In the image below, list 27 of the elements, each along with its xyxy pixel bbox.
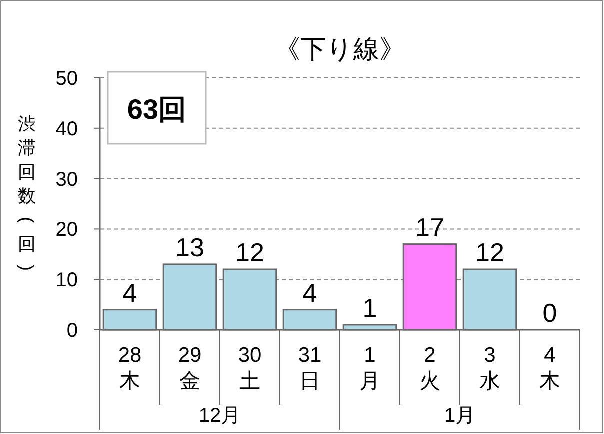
y-tick-label: 50 [56, 68, 78, 90]
y-tick-label: 40 [56, 118, 78, 140]
text: 1月 [444, 405, 476, 427]
y-tick-label: 20 [56, 219, 78, 242]
text: 12月 [198, 405, 242, 427]
data-label: 17 [416, 212, 444, 242]
data-label: 4 [122, 278, 138, 308]
data-label: 13 [176, 232, 204, 262]
annotation: 63回 [127, 94, 187, 125]
data-label: 4 [302, 278, 318, 308]
x-tick-label: 2 火 [420, 344, 440, 393]
x-tick-label: 3 水 [480, 344, 500, 393]
y-tick-label: 10 [56, 270, 78, 292]
data-label: 12 [476, 238, 504, 268]
data-label: 1 [362, 292, 378, 323]
data-label: 12 [236, 238, 264, 268]
x-tick-label: 28 木 [118, 344, 142, 393]
x-tick-label: 31 日 [298, 344, 322, 393]
y-tick-label: 30 [56, 168, 78, 191]
chart-title: 《下り線》 [274, 34, 406, 64]
y-axis-title: 渋滞回数(回) [17, 114, 37, 271]
y-tick-label: 0 [66, 320, 78, 342]
x-tick-label: 30 土 [238, 344, 262, 393]
x-tick-label: 1 月 [360, 344, 380, 393]
x-tick-label: 4 木 [540, 344, 560, 393]
x-tick-label: 29 金 [178, 344, 202, 393]
data-label: 0 [542, 298, 558, 328]
